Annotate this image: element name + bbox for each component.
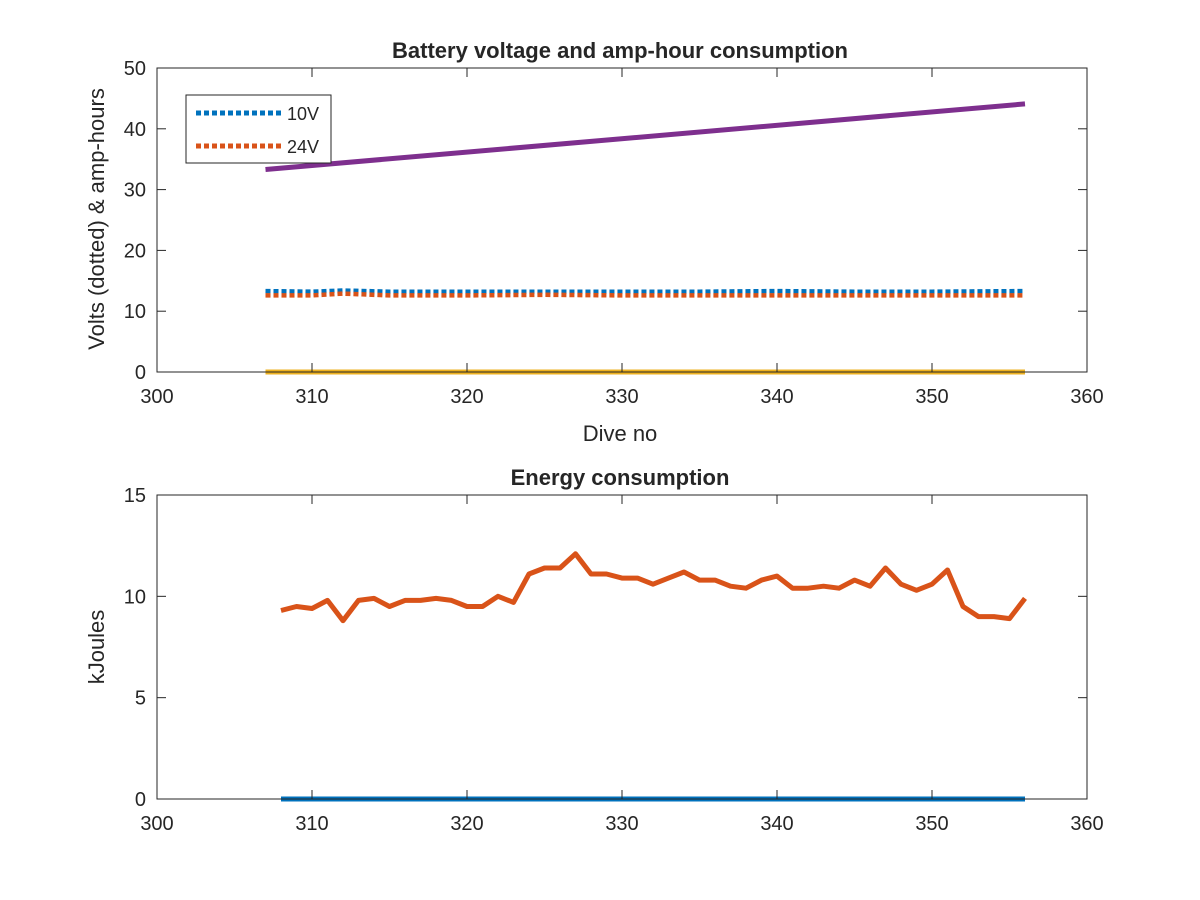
top-y-axis-label: Volts (dotted) & amp-hours bbox=[84, 88, 109, 350]
y-tick-label: 10 bbox=[124, 586, 146, 608]
legend-box bbox=[185, 94, 332, 164]
y-tick-label: 0 bbox=[135, 362, 146, 384]
top-plot-area bbox=[265, 101, 1026, 375]
x-tick-label: 300 bbox=[140, 813, 173, 835]
bottom-chart-title: Energy consumption bbox=[511, 465, 730, 490]
y-tick-label: 0 bbox=[135, 789, 146, 811]
series-line-24v bbox=[265, 291, 1025, 298]
bottom-axes-box bbox=[156, 494, 1088, 800]
x-tick-label: 330 bbox=[605, 813, 638, 835]
y-tick-label: 50 bbox=[124, 58, 146, 80]
x-tick-label: 300 bbox=[140, 386, 173, 408]
top-chart-title: Battery voltage and amp-hour consumption bbox=[392, 38, 848, 63]
x-tick-label: 340 bbox=[760, 386, 793, 408]
bottom-plot-area bbox=[280, 551, 1027, 802]
bottom-y-axis-label: kJoules bbox=[84, 610, 109, 685]
x-tick-label: 360 bbox=[1070, 813, 1103, 835]
y-tick-label: 10 bbox=[124, 301, 146, 323]
top-x-axis-label: Dive no bbox=[583, 421, 658, 446]
bottom-ticks: 300 310 320 330 340 350 360 0 5 10 15 bbox=[124, 485, 1104, 835]
series-line-0-3 bbox=[265, 101, 1026, 172]
x-tick-label: 310 bbox=[295, 386, 328, 408]
y-tick-label: 15 bbox=[124, 485, 146, 507]
x-tick-label: 360 bbox=[1070, 386, 1103, 408]
legend-label-24v: 24V bbox=[287, 137, 319, 157]
legend: 10V 24V bbox=[185, 94, 332, 164]
y-tick-label: 5 bbox=[135, 688, 146, 710]
voltage-axes: Battery voltage and amp-hour consumption… bbox=[84, 38, 1104, 446]
y-tick-label: 20 bbox=[124, 240, 146, 262]
y-tick-label: 30 bbox=[124, 180, 146, 202]
series-line-10v bbox=[265, 288, 1026, 294]
x-tick-label: 320 bbox=[450, 386, 483, 408]
top-ticks: 300 310 320 330 340 350 360 0 10 20 30 40 50 bbox=[124, 58, 1104, 408]
x-tick-label: 320 bbox=[450, 813, 483, 835]
x-tick-label: 350 bbox=[915, 813, 948, 835]
x-tick-label: 310 bbox=[295, 813, 328, 835]
series-line-1-1 bbox=[280, 551, 1027, 624]
y-tick-label: 40 bbox=[124, 119, 146, 141]
energy-axes: Energy consumption kJoules 300 310 320 330 3… bbox=[84, 465, 1104, 835]
x-tick-label: 330 bbox=[605, 386, 638, 408]
legend-label-10v: 10V bbox=[287, 104, 319, 124]
axes-frame bbox=[156, 494, 1088, 800]
x-tick-label: 350 bbox=[915, 386, 948, 408]
x-tick-label: 340 bbox=[760, 813, 793, 835]
